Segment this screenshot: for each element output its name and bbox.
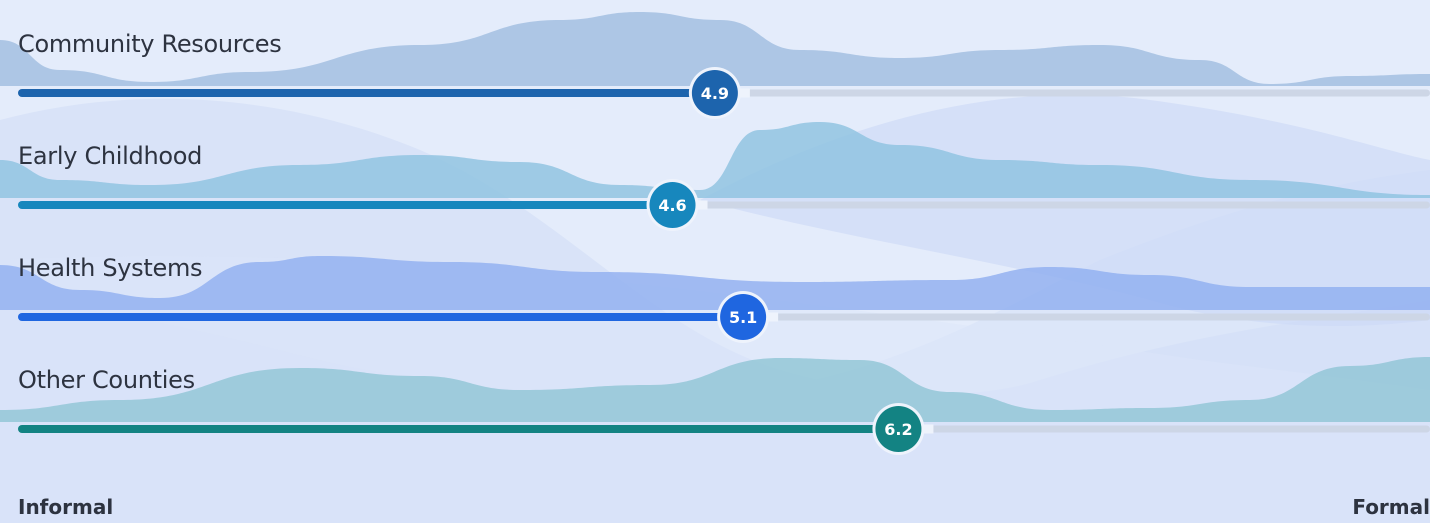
bar (18, 313, 739, 321)
density-wave (0, 12, 1430, 86)
bar (18, 201, 668, 209)
category-label: Health Systems (18, 254, 203, 282)
category-label: Other Counties (18, 366, 195, 394)
bar (18, 425, 894, 433)
bar-track (709, 89, 1430, 97)
value-marker (720, 294, 767, 340)
axis-min-label: Informal (18, 495, 114, 519)
bar-track (893, 425, 1430, 433)
density-wave (0, 122, 1430, 198)
density-wave (0, 256, 1430, 310)
value-marker (691, 70, 738, 116)
value-label: 4.9 (701, 84, 729, 103)
value-label: 4.6 (658, 196, 686, 215)
density-wave (0, 357, 1430, 422)
category-label: Community Resources (18, 30, 282, 58)
value-label: 6.2 (884, 420, 912, 439)
bar-track (667, 201, 1430, 209)
category-label: Early Childhood (18, 142, 203, 170)
bar-track (738, 313, 1430, 321)
value-label: 5.1 (729, 308, 757, 327)
axis-max-label: Formal (1352, 495, 1430, 519)
value-marker (649, 182, 696, 228)
value-marker (875, 406, 922, 452)
bar (18, 89, 710, 97)
